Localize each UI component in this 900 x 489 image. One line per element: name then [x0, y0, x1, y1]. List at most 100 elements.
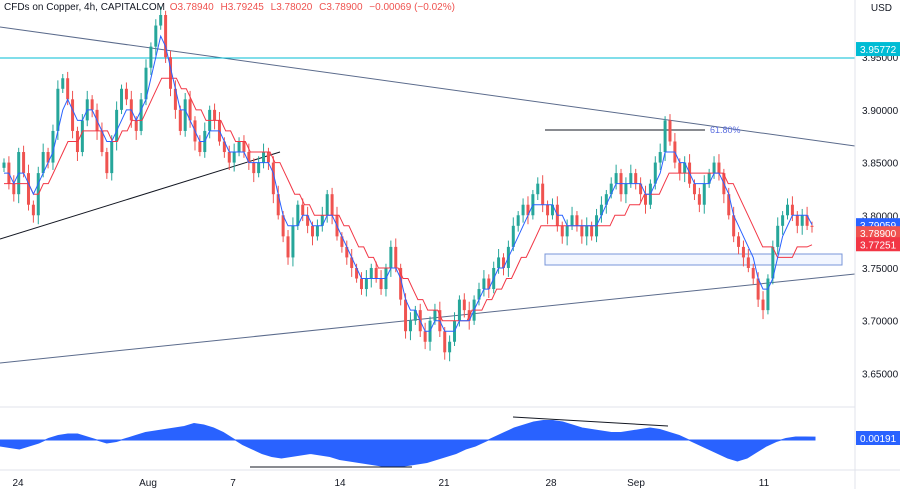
candle-body	[306, 215, 310, 226]
price-tag-top-line: 3.95772	[860, 45, 897, 56]
candle-body	[737, 236, 741, 247]
candle-body	[325, 194, 329, 216]
candle-body	[732, 215, 736, 237]
candle-body	[550, 204, 554, 216]
candle-body	[247, 152, 251, 163]
candle-body	[741, 246, 745, 258]
candle-body	[751, 267, 755, 279]
candle-body	[521, 204, 525, 216]
time-tick-label: 28	[545, 478, 557, 489]
candle-body	[320, 215, 324, 226]
candle-body	[678, 162, 682, 174]
candle-body	[242, 141, 246, 153]
candle-body	[756, 278, 760, 300]
candle-body	[800, 215, 804, 226]
candle-body	[66, 78, 70, 100]
time-tick-label: Sep	[627, 478, 645, 489]
candle-body	[639, 183, 643, 195]
candle-body	[213, 109, 217, 121]
candle-body	[252, 162, 256, 174]
support-trendline	[0, 151, 281, 240]
candle-body	[487, 278, 491, 290]
candle-body	[614, 173, 618, 184]
candle-body	[51, 130, 55, 163]
candle-body	[795, 215, 799, 226]
candle-body	[394, 246, 398, 268]
ohlc-change: −0.00069 (−0.02%)	[369, 2, 455, 13]
candle-body	[355, 267, 359, 279]
candle-body	[697, 194, 701, 205]
candle-body	[178, 109, 182, 131]
candle-body	[379, 278, 383, 290]
oscillator-area	[0, 420, 816, 468]
candle-body	[526, 204, 530, 216]
price-tick-label: 3.80000	[862, 211, 899, 222]
candle-body	[105, 152, 109, 174]
candle-body	[168, 57, 172, 89]
candle-body	[56, 88, 60, 131]
candle-body	[345, 246, 349, 258]
candle-body	[805, 215, 809, 226]
candle-body	[609, 183, 613, 195]
candle-body	[399, 267, 403, 300]
candle-body	[115, 109, 119, 142]
candle-body	[296, 204, 300, 226]
candle-body	[139, 99, 143, 131]
candle-body	[497, 257, 501, 268]
candle-body	[222, 141, 226, 153]
price-tick-label: 3.65000	[862, 369, 899, 380]
candle-body	[727, 194, 731, 216]
candle-body	[22, 152, 26, 174]
candle-body	[315, 225, 319, 237]
candle-body	[134, 120, 138, 131]
price-tag-ma-slow: 3.77251	[860, 240, 897, 251]
candle-body	[443, 331, 447, 353]
candle-body	[634, 173, 638, 184]
time-tick-label: Aug	[139, 478, 157, 489]
time-tick-label: 24	[12, 478, 24, 489]
candle-body	[369, 267, 373, 279]
candle-body	[766, 278, 770, 311]
candle-body	[149, 46, 153, 68]
candle-body	[154, 25, 158, 47]
candle-body	[776, 225, 780, 247]
oscillator-divergence-line	[512, 416, 669, 427]
currency-label[interactable]: USD	[870, 3, 892, 14]
candle-body	[717, 162, 721, 174]
candle-body	[71, 99, 75, 131]
candle-body	[692, 183, 696, 195]
candle-body	[173, 88, 177, 110]
candle-body	[311, 225, 315, 237]
candle-body	[448, 341, 452, 353]
oscillator-pane	[0, 416, 816, 468]
candle-body	[262, 152, 266, 163]
symbol-title: CFDs on Copper, 4h, CAPITALCOM	[4, 2, 165, 13]
candle-body	[433, 310, 437, 321]
price-tick-label: 3.75000	[862, 264, 899, 275]
candle-body	[761, 299, 765, 311]
price-tick-label: 3.70000	[862, 317, 899, 328]
candle-body	[198, 141, 202, 153]
candle-body	[536, 183, 540, 195]
ascending-trendline	[0, 273, 856, 364]
candle-body	[80, 120, 84, 153]
candle-body	[786, 204, 790, 216]
candle-body	[41, 152, 45, 174]
ohlc-low: L3.78020	[270, 2, 313, 13]
candle-body	[746, 257, 750, 268]
candle-body	[585, 225, 589, 237]
candle-body	[790, 204, 794, 216]
candle-body	[413, 310, 417, 321]
candle-body	[702, 183, 706, 205]
ohlc-close: C3.78900	[319, 2, 363, 13]
candle-body	[707, 173, 711, 184]
candle-body	[110, 141, 114, 174]
price-tag-ma-slow-bg	[856, 237, 900, 252]
time-tick-label: 14	[334, 478, 346, 489]
candle-body	[340, 236, 344, 247]
descending-trendline	[0, 26, 856, 147]
price-tick-label: 3.85000	[862, 159, 899, 170]
candle-body	[423, 331, 427, 342]
candle-body	[12, 183, 16, 195]
